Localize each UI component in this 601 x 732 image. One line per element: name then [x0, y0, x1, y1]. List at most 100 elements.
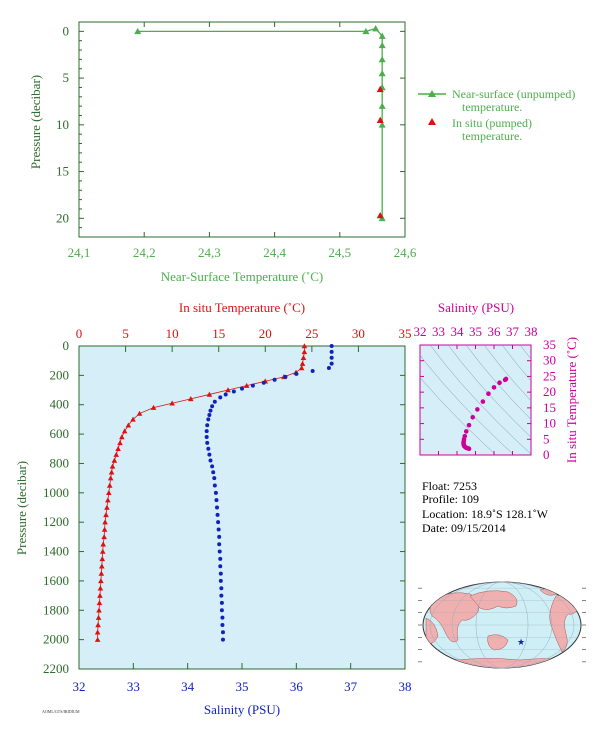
temperature-profile-point — [103, 512, 109, 518]
temperature-profile-point — [301, 349, 308, 355]
salinity-profile-point — [218, 571, 223, 576]
ts-title: Salinity (PSU) — [438, 300, 514, 315]
temperature-profile-point — [107, 475, 114, 481]
legend-label-unpumped-2: temperature. — [462, 100, 522, 114]
density-contour — [578, 325, 601, 485]
ts-point — [486, 391, 491, 397]
temperature-profile-point — [113, 451, 120, 457]
legend-label-pumped-1: In situ (pumped) — [452, 116, 532, 130]
temperature-profile-point — [119, 434, 125, 440]
temperature-tick-label: 35 — [399, 326, 412, 341]
salinity-profile-point — [294, 371, 299, 376]
salinity-profile-point — [219, 600, 224, 605]
temperature-profile-point — [99, 563, 105, 569]
ts-point — [502, 377, 508, 383]
temperature-profile-point — [111, 457, 118, 463]
near-surface-ytick-label: 10 — [56, 117, 69, 132]
unpumped-temperature-point — [134, 27, 142, 35]
unpumped-temperature-point — [378, 69, 386, 77]
unpumped-temperature-point — [378, 32, 386, 39]
ts-salinity-tick-label: 38 — [525, 324, 538, 339]
salinity-profile-point — [219, 593, 224, 598]
salinity-profile-point — [215, 512, 220, 517]
temperature-profile-point — [101, 534, 107, 540]
ts-salinity-tick-label: 32 — [414, 324, 427, 339]
temperature-profile-point — [98, 570, 105, 576]
salinity-profile-point — [212, 399, 217, 404]
ts-temperature-tick-label: 25 — [543, 368, 556, 383]
map-graticule — [418, 581, 586, 669]
salinity-profile-point — [218, 578, 223, 583]
salinity-profile-point — [329, 349, 334, 354]
ts-salinity-tick-label: 33 — [432, 324, 445, 339]
temperature-profile-point — [115, 445, 121, 452]
float-location: Location: 18.9˚S 128.1˚W — [422, 507, 549, 521]
ts-salinity-tick-label: 34 — [451, 324, 465, 339]
unpumped-temperature-point — [372, 25, 380, 32]
salinity-profile-point — [205, 423, 210, 428]
ts-temperature-tick-label: 5 — [543, 431, 550, 446]
ts-temperature-tick-label: 30 — [543, 353, 556, 368]
temperature-profile-point — [94, 629, 101, 635]
salinity-profile-point — [212, 476, 217, 481]
near-surface-legend: Near-surface (unpumped) temperature. In … — [418, 87, 575, 143]
temperature-profile-point — [98, 578, 104, 584]
pressure-tick-label: 800 — [50, 455, 70, 470]
profile-number: Profile: 109 — [422, 492, 479, 506]
temperature-profile-point — [95, 614, 102, 620]
salinity-tick-label: 38 — [399, 679, 412, 694]
legend-label-unpumped-1: Near-surface (unpumped) — [452, 87, 575, 101]
profile-ylabel: Pressure (decibar) — [14, 461, 29, 555]
salinity-profile-point — [208, 408, 213, 413]
temperature-profile-point — [99, 556, 106, 562]
salinity-tick-label: 32 — [73, 679, 86, 694]
salinity-profile-point — [220, 637, 225, 642]
temperature-profile-point — [94, 636, 101, 642]
pressure-tick-label: 400 — [50, 397, 70, 412]
salinity-profile-point — [220, 630, 225, 635]
temperature-tick-label: 0 — [76, 326, 83, 341]
density-contour — [465, 345, 531, 420]
temperature-profile-point — [106, 482, 113, 488]
temperature-tick-label: 20 — [259, 326, 272, 341]
salinity-profile-point — [210, 464, 215, 469]
salinity-profile-point — [329, 355, 334, 360]
pressure-tick-label: 1000 — [43, 485, 69, 500]
temperature-profile-point — [125, 422, 132, 428]
salinity-profile-point — [217, 549, 222, 554]
salinity-profile-point — [207, 452, 212, 457]
temperature-profile-point — [97, 585, 104, 591]
salinity-tick-label: 33 — [127, 679, 140, 694]
temperature-profile-point — [99, 548, 106, 554]
near-surface-ylabel: Pressure (decibar) — [28, 75, 43, 169]
ts-temperature-tick-label: 10 — [543, 416, 556, 431]
temperature-profile-point — [101, 526, 108, 532]
salinity-profile-point — [211, 470, 216, 475]
ts-salinity-tick-label: 37 — [506, 324, 520, 339]
temperature-tick-label: 10 — [166, 326, 179, 341]
temperature-profile-point — [169, 400, 175, 406]
temperature-profile-point — [96, 607, 102, 613]
salinity-profile-point — [208, 458, 213, 463]
pressure-tick-label: 600 — [50, 426, 70, 441]
temperature-profile-point — [206, 391, 213, 397]
legend-label-pumped-2: temperature. — [462, 129, 522, 143]
float-id: Float: 7253 — [422, 479, 477, 493]
ts-point — [475, 407, 480, 412]
profile-chart: 0 5 10 15 20 25 30 35 32 33 34 35 36 37 38 0 200 400 600 80… — [14, 300, 412, 717]
temperature-profile-point — [136, 410, 143, 416]
temperature-profile-point — [106, 490, 112, 496]
salinity-profile-point — [218, 564, 223, 569]
temperature-profile-point — [96, 600, 103, 606]
temperature-tick-label: 30 — [352, 326, 365, 341]
salinity-tick-label: 35 — [236, 679, 249, 694]
pumped-temperature-point — [376, 85, 384, 93]
ts-point — [466, 446, 472, 452]
salinity-profile-point — [329, 361, 334, 366]
temperature-profile-point — [121, 428, 128, 434]
near-surface-ytick-label: 15 — [56, 164, 69, 179]
salinity-profile-point — [250, 383, 255, 388]
footer-code: AOML/GTS/IRIDIUM — [42, 709, 80, 714]
